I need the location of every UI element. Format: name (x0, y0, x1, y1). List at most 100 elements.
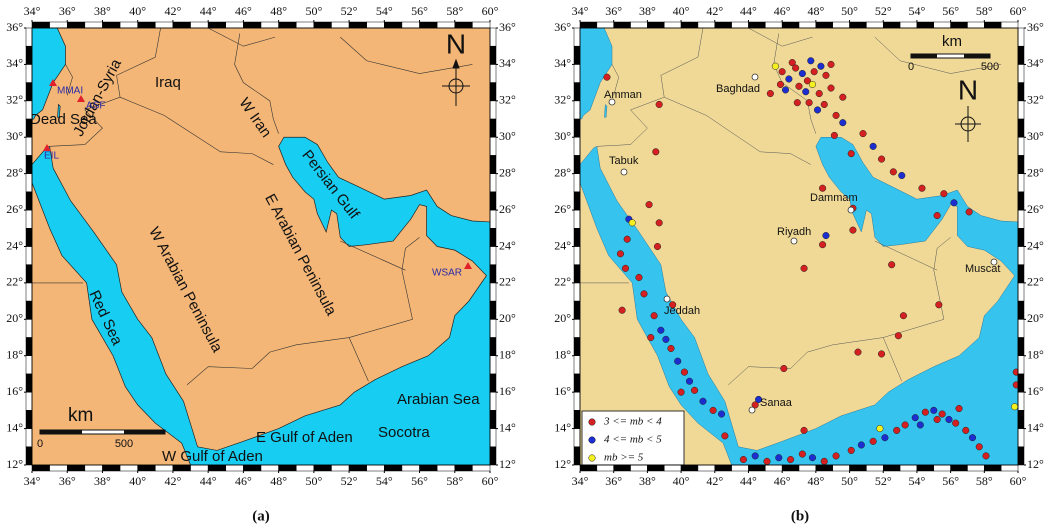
frame-segment (781, 464, 800, 472)
frame-segment (243, 464, 262, 472)
frame-segment (489, 155, 497, 174)
event (800, 426, 808, 434)
frame-segment (119, 464, 138, 472)
event (798, 450, 806, 458)
frame-segment (1017, 337, 1025, 356)
lat-label: 18° (6, 348, 23, 362)
frame-segment (815, 21, 833, 29)
frame-segment (489, 191, 497, 211)
lon-label: 54° (909, 474, 926, 488)
lat-label: 20° (554, 311, 571, 325)
frame-segment (278, 21, 297, 29)
lon-label: 40° (673, 474, 690, 488)
event (674, 357, 682, 365)
event (635, 273, 643, 282)
lon-label: 56° (942, 474, 959, 488)
frame-segment (331, 21, 350, 29)
event (982, 452, 990, 460)
event (662, 335, 670, 343)
frame-segment (697, 464, 716, 472)
frame-segment (1017, 246, 1025, 265)
frame-segment (984, 21, 1002, 29)
station-marker (464, 262, 472, 269)
frame-segment (573, 337, 581, 356)
frame-segment (596, 464, 614, 472)
event (653, 242, 662, 251)
frame-segment (573, 209, 581, 229)
frame-segment (472, 21, 491, 29)
frame-segment (1000, 21, 1019, 29)
frame-segment (731, 464, 749, 472)
frame-segment (680, 464, 699, 472)
frame-segment (137, 21, 156, 29)
legend-swatch (588, 454, 596, 462)
event (802, 88, 810, 96)
lon-label: 44° (200, 474, 217, 488)
frame-segment (899, 21, 918, 29)
event (916, 421, 924, 429)
event (1012, 368, 1018, 376)
frame-segment (967, 21, 985, 29)
frame-segment (933, 21, 951, 29)
frame-segment (1017, 319, 1025, 338)
north-label: N (446, 28, 466, 59)
map-a (32, 28, 490, 465)
frame-segment (25, 446, 33, 466)
event (808, 80, 817, 88)
frame-segment (573, 155, 581, 174)
frame-segment (472, 464, 491, 472)
frame-segment (697, 21, 716, 29)
frame-segment (1017, 100, 1025, 120)
lon-label: 46° (774, 474, 791, 488)
labels-b: Amman Baghdad Tabuk Dammam Riyadh Muscat… (581, 33, 1000, 524)
frame-segment (419, 21, 438, 29)
lon-label: 50° (305, 474, 322, 488)
frame-segment (489, 446, 497, 466)
event (628, 219, 636, 227)
lon-label: 50° (841, 474, 858, 488)
event (918, 184, 926, 192)
lon-label: 44° (740, 474, 757, 488)
map-b (580, 28, 1018, 465)
legend-swatch (588, 418, 596, 426)
lat-label: 36° (554, 20, 571, 34)
lon-label: 52° (875, 474, 892, 488)
frame-segment (573, 355, 581, 375)
frame-segment (882, 464, 901, 472)
event (830, 131, 838, 139)
frame-segment (489, 264, 497, 284)
lat-label: 22° (554, 275, 571, 289)
lat-label: 18° (499, 348, 516, 362)
frame-segment (647, 21, 665, 29)
lat-label: 32° (554, 93, 571, 107)
event (933, 415, 941, 424)
frame-segment (950, 464, 968, 472)
frame-segment (573, 27, 581, 47)
north-label: N (958, 74, 978, 105)
city-label: Amman (604, 89, 642, 101)
map-border (31, 27, 491, 466)
frame-segment (489, 355, 497, 375)
event (820, 100, 828, 109)
region-label: Arabian Sea (397, 391, 480, 408)
event (930, 406, 938, 414)
lat-label: 24° (554, 238, 571, 252)
frame-segment (454, 464, 473, 472)
frame-segment (1017, 355, 1025, 375)
frame-segment (313, 21, 332, 29)
event (810, 68, 818, 76)
caption: (b) (791, 508, 809, 524)
lat-label: 28° (499, 165, 516, 179)
event (805, 99, 813, 107)
event (781, 86, 790, 94)
frame-segment (573, 410, 581, 429)
event (893, 426, 901, 434)
event (751, 452, 759, 460)
event (940, 190, 948, 198)
frame-segment (25, 373, 33, 393)
frame-segment (489, 282, 497, 302)
event (709, 406, 717, 414)
frame-segment (25, 300, 33, 320)
frame-segment (243, 21, 262, 29)
event (817, 62, 825, 70)
